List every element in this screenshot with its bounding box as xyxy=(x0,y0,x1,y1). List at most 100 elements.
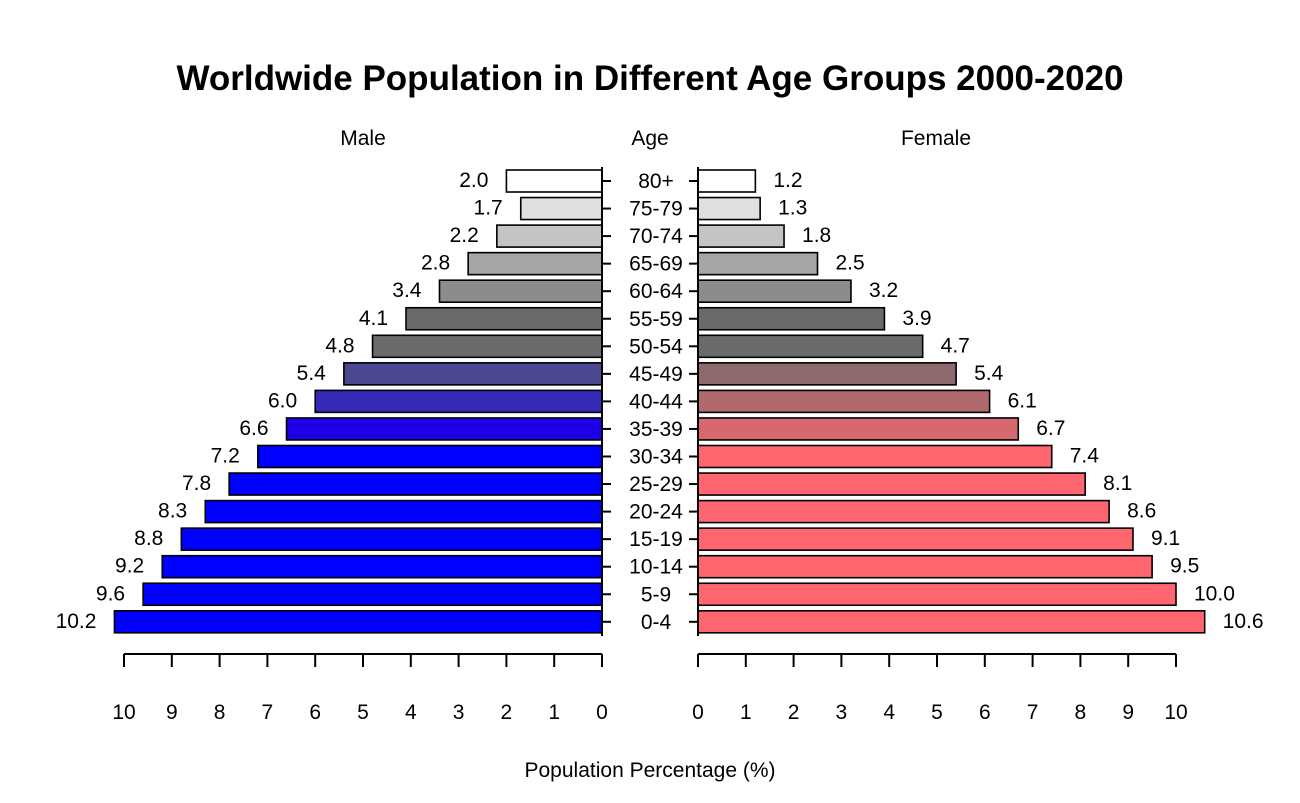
female-header: Female xyxy=(901,127,971,150)
female-bar xyxy=(697,306,886,331)
female-value-label: 6.7 xyxy=(1036,417,1065,440)
age-group-label: 15-19 xyxy=(629,528,683,551)
female-value-label: 3.9 xyxy=(902,307,931,330)
female-value-label: 10.6 xyxy=(1223,610,1264,633)
male-bar xyxy=(142,582,603,607)
female-x-tick-label: 0 xyxy=(692,701,704,724)
female-value-label: 3.2 xyxy=(869,279,898,302)
female-x-tick-label: 10 xyxy=(1164,701,1187,724)
female-x-tick-label: 8 xyxy=(1075,701,1087,724)
chart-title: Worldwide Population in Different Age Gr… xyxy=(176,59,1123,98)
male-value-label: 6.6 xyxy=(239,417,268,440)
male-x-tick-label: 8 xyxy=(214,701,226,724)
male-value-label: 10.2 xyxy=(56,610,97,633)
male-value-label: 9.6 xyxy=(96,582,125,605)
male-x-tick-label: 6 xyxy=(309,701,321,724)
female-bar xyxy=(697,279,852,304)
male-x-tick-label: 9 xyxy=(166,701,178,724)
male-bars: 10.2 9.6 9.2 8.8 8.3 7.87.2 6.66.05.4 4.84.13.4… xyxy=(56,169,603,634)
male-x-tick-label: 5 xyxy=(357,701,369,724)
female-value-label: 9.1 xyxy=(1151,527,1180,550)
female-value-label: 1.3 xyxy=(778,197,807,220)
male-x-tick-label: 3 xyxy=(453,701,465,724)
female-x-tick-label: 1 xyxy=(740,701,752,724)
female-value-label: 9.5 xyxy=(1170,555,1199,578)
age-group-label: 50-54 xyxy=(629,335,683,358)
male-x-tick-label: 10 xyxy=(112,701,135,724)
male-x-tick-label: 1 xyxy=(548,701,560,724)
female-bar xyxy=(697,169,757,193)
male-value-label: 7.8 xyxy=(182,472,211,495)
male-value-label: 8.8 xyxy=(134,527,163,550)
female-bar xyxy=(697,417,1020,441)
male-value-label: 1.7 xyxy=(474,197,503,220)
male-x-tick-label: 4 xyxy=(405,701,417,724)
female-x-tick-label: 3 xyxy=(836,701,848,724)
female-value-label: 1.8 xyxy=(802,224,831,247)
age-header: Age xyxy=(631,127,668,150)
male-bar xyxy=(285,417,603,441)
male-value-label: 4.1 xyxy=(359,307,388,330)
male-x-tick-label: 7 xyxy=(262,701,274,724)
male-value-label: 6.0 xyxy=(268,389,297,412)
female-x-tick-label: 9 xyxy=(1122,701,1134,724)
age-labels: 0-4 5-9 10-14 15-19 20-24 25-29 30-34 35-39 40-4… xyxy=(602,170,698,634)
female-value-label: 8.6 xyxy=(1127,500,1156,523)
female-bar xyxy=(697,499,1110,524)
male-bar xyxy=(496,224,603,248)
female-bar xyxy=(697,389,991,414)
male-value-label: 2.2 xyxy=(450,224,479,247)
male-bar xyxy=(371,334,603,359)
age-group-label: 25-29 xyxy=(629,473,683,496)
female-x-tick-label: 2 xyxy=(788,701,800,724)
age-group-label: 20-24 xyxy=(629,501,683,524)
female-value-label: 4.7 xyxy=(941,334,970,357)
female-bar xyxy=(697,582,1177,607)
female-bar xyxy=(697,251,819,276)
male-bar xyxy=(180,527,603,551)
male-bar xyxy=(228,472,603,496)
male-value-label: 5.4 xyxy=(297,362,327,385)
male-value-label: 4.8 xyxy=(325,334,354,357)
male-value-label: 8.3 xyxy=(158,500,187,523)
female-bar xyxy=(697,444,1053,469)
female-bar xyxy=(697,554,1153,579)
male-bar xyxy=(438,279,603,304)
age-group-label: 10-14 xyxy=(629,556,683,579)
female-bar xyxy=(697,196,761,221)
female-bar xyxy=(697,334,924,359)
female-value-label: 5.4 xyxy=(974,362,1004,385)
female-bar xyxy=(697,362,957,386)
male-x-tick-label: 2 xyxy=(501,701,513,724)
x-axis-label: Population Percentage (%) xyxy=(525,759,776,782)
male-value-label: 7.2 xyxy=(211,445,240,468)
female-bar xyxy=(697,472,1086,496)
male-bar xyxy=(113,609,603,634)
male-bar xyxy=(467,251,603,276)
female-x-tick-label: 6 xyxy=(979,701,991,724)
male-x-axis: 10 9 8 7 6 5 4 3 2 1 0 xyxy=(112,653,608,724)
female-bar xyxy=(697,224,785,248)
age-group-label: 80+ xyxy=(638,170,674,193)
female-x-tick-label: 4 xyxy=(883,701,895,724)
age-group-label: 65-69 xyxy=(629,253,683,276)
female-bar xyxy=(697,609,1206,634)
age-group-label: 60-64 xyxy=(629,280,683,303)
male-value-label: 2.0 xyxy=(459,169,488,192)
female-x-axis: 0 1 2 3 4 5 6 7 8 9 10 xyxy=(692,653,1188,724)
female-value-label: 1.2 xyxy=(773,169,802,192)
female-x-tick-label: 7 xyxy=(1027,701,1039,724)
male-bar xyxy=(343,362,603,386)
female-value-label: 2.5 xyxy=(836,252,865,275)
age-group-label: 45-49 xyxy=(629,363,683,386)
age-group-label: 30-34 xyxy=(629,446,683,469)
male-bar xyxy=(505,169,603,193)
male-bar xyxy=(204,499,603,524)
male-bar xyxy=(519,196,603,221)
age-group-label: 55-59 xyxy=(629,308,683,331)
male-value-label: 3.4 xyxy=(392,279,422,302)
male-bar xyxy=(257,444,603,469)
male-value-label: 9.2 xyxy=(115,555,144,578)
male-bar xyxy=(314,389,603,414)
